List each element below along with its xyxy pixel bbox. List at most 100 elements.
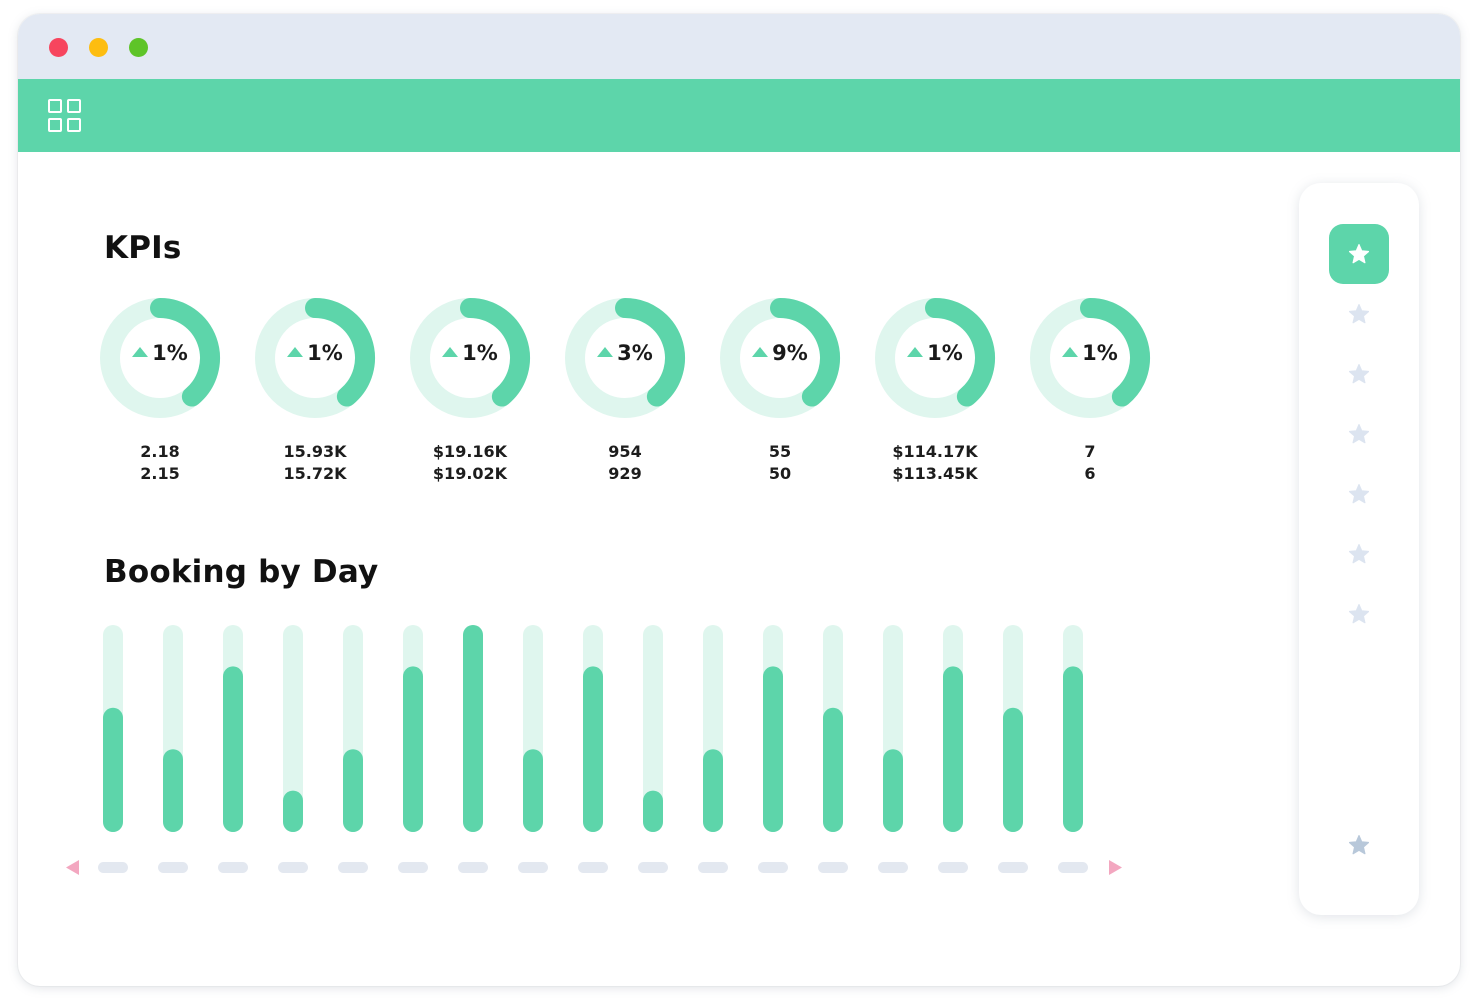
trend-up-icon (442, 347, 459, 357)
bar-track (763, 625, 783, 832)
bar-track (163, 625, 183, 832)
day-label-placeholder (938, 862, 968, 873)
sidebar-item-favorite[interactable] (1348, 364, 1370, 384)
day-label-placeholder (218, 862, 248, 873)
bar (523, 749, 543, 832)
sidebar-item-favorite[interactable] (1348, 484, 1370, 504)
window-maximize-button[interactable] (129, 38, 148, 57)
kpi-donut (255, 298, 375, 418)
bar-track (643, 625, 663, 832)
kpi-current-value: $19.16K (432, 442, 508, 461)
sidebar-bottom-star-icon[interactable] (1348, 835, 1370, 855)
window-titlebar (18, 14, 1460, 79)
day-label-placeholder (518, 862, 548, 873)
kpi-change: 1% (408, 341, 532, 365)
bar-track (403, 625, 423, 832)
bar (103, 707, 123, 832)
window-close-button[interactable] (49, 38, 68, 57)
sidebar-item-favorite[interactable] (1348, 304, 1370, 324)
star-icon (1349, 244, 1369, 264)
kpi-current-value: $114.17K (892, 442, 978, 461)
kpi-change: 1% (1028, 341, 1152, 365)
kpi-previous-value: $113.45K (892, 464, 978, 483)
booking-heading: Booking by Day (104, 554, 379, 590)
kpi-progress-arc (925, 298, 995, 407)
kpi-progress-arc (460, 298, 530, 407)
kpi-donut (720, 298, 840, 418)
kpi-previous-value: $19.02K (432, 464, 508, 483)
bar-track (343, 625, 363, 832)
bar (943, 666, 963, 832)
day-label-placeholder (278, 862, 308, 873)
kpi-current-value: 7 (1084, 442, 1096, 461)
bar-track (703, 625, 723, 832)
day-label-placeholder (998, 862, 1028, 873)
bar-track (823, 625, 843, 832)
trend-up-icon (752, 347, 769, 357)
star-icon (1348, 364, 1370, 384)
kpis-heading: KPIs (104, 230, 182, 266)
grid-icon[interactable] (48, 99, 82, 133)
kpi-progress-arc (615, 298, 685, 407)
star-icon (1348, 424, 1370, 444)
sidebar-item-favorite-active[interactable] (1329, 224, 1389, 284)
favorites-sidebar (1299, 183, 1419, 915)
bar (1063, 666, 1083, 832)
bar-track (943, 625, 963, 832)
bar (223, 666, 243, 832)
kpi-donut (100, 298, 220, 418)
kpi-donut (1030, 298, 1150, 418)
kpi-donut (875, 298, 995, 418)
bar (823, 707, 843, 832)
kpi-progress-arc (770, 298, 840, 407)
kpi-change: 1% (873, 341, 997, 365)
bar-track (463, 625, 483, 832)
kpi-progress-arc (150, 298, 220, 407)
kpi-current-value: 15.93K (283, 442, 347, 461)
chevron-left-icon (66, 860, 79, 875)
kpi-previous-value: 6 (1084, 464, 1096, 483)
day-label-placeholder (638, 862, 668, 873)
kpi-donut (410, 298, 530, 418)
bar-track (223, 625, 243, 832)
kpi-current-value: 954 (608, 442, 642, 461)
window-minimize-button[interactable] (89, 38, 108, 57)
bar-track (1003, 625, 1023, 832)
chevron-right-icon (1109, 860, 1122, 875)
kpi-change: 1% (253, 341, 377, 365)
app-window: KPIs 1% 2.18 2.15 1% 15.93K 15.72K 1% $19.16K $1… (18, 14, 1460, 986)
kpi-progress-arc (305, 298, 375, 407)
star-icon (1348, 604, 1370, 624)
day-label-placeholder (458, 862, 488, 873)
bar (883, 749, 903, 832)
kpi-change: 9% (718, 341, 842, 365)
day-label-placeholder (578, 862, 608, 873)
kpi-previous-value: 2.15 (140, 464, 180, 483)
bar-track (583, 625, 603, 832)
day-label-placeholder (878, 862, 908, 873)
kpi-previous-value: 50 (768, 464, 792, 483)
kpi-change: 3% (563, 341, 687, 365)
kpi-current-value: 55 (768, 442, 792, 461)
star-icon (1348, 835, 1370, 855)
sidebar-item-favorite[interactable] (1348, 544, 1370, 564)
star-icon (1348, 484, 1370, 504)
day-label-placeholder (398, 862, 428, 873)
trend-up-icon (597, 347, 614, 357)
kpi-previous-value: 929 (608, 464, 642, 483)
day-label-placeholder (98, 862, 128, 873)
bar (343, 749, 363, 832)
bar-track (283, 625, 303, 832)
trend-up-icon (1062, 347, 1079, 357)
sidebar-item-favorite[interactable] (1348, 604, 1370, 624)
kpi-donut (565, 298, 685, 418)
star-icon (1348, 544, 1370, 564)
star-icon (1348, 304, 1370, 324)
kpi-previous-value: 15.72K (283, 464, 347, 483)
bar (703, 749, 723, 832)
trend-up-icon (907, 347, 924, 357)
sidebar-item-favorite[interactable] (1348, 424, 1370, 444)
bar-track (103, 625, 123, 832)
trend-up-icon (287, 347, 304, 357)
day-label-placeholder (1058, 862, 1088, 873)
